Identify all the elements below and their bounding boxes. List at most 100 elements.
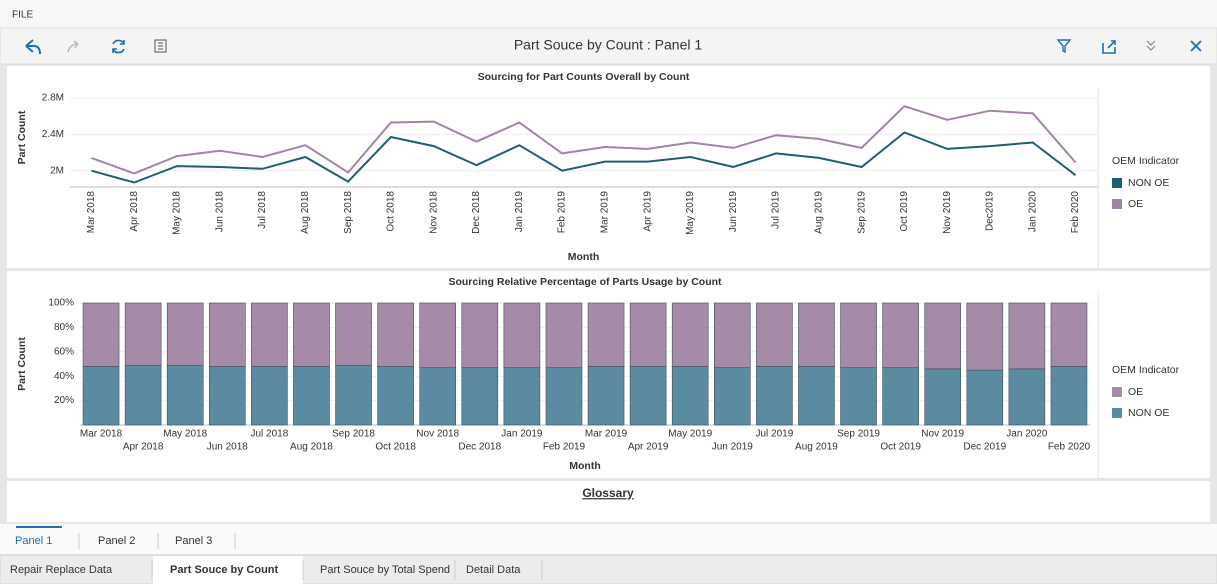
bar-segment [1008, 302, 1046, 370]
bar-segment [713, 367, 751, 426]
menu-bar [0, 0, 1217, 28]
bar-segment [251, 366, 288, 426]
bar-segment [1050, 366, 1088, 426]
x-axis-title: Month [569, 460, 601, 472]
x-tick-label: Sep 2019 [856, 191, 867, 234]
x-tick-label: Mar 2018 [80, 429, 123, 440]
bar-segment [419, 367, 457, 426]
undo-icon[interactable] [25, 39, 41, 55]
bar-segment [671, 366, 709, 426]
filter-icon[interactable] [1056, 39, 1072, 54]
bar-segment [882, 302, 919, 368]
x-tick-label: Oct 2019 [899, 191, 910, 232]
x-tick-label: May 2018 [163, 429, 207, 440]
bar-segment [924, 368, 962, 426]
bar-segment [629, 366, 667, 426]
bar-segment [798, 366, 835, 426]
list-icon-lines [158, 42, 163, 50]
x-tick-label: Oct 2019 [880, 442, 921, 453]
redo-icon[interactable] [67, 40, 79, 53]
x-tick-label: Nov 2018 [428, 191, 439, 234]
bar-segment [503, 367, 541, 426]
bar-segment [756, 302, 793, 367]
legend-label: OE [1128, 198, 1143, 210]
x-tick-label: Oct 2018 [386, 191, 397, 232]
bar-segment [208, 302, 246, 367]
x-tick-label: Nov 2019 [942, 191, 953, 234]
bar-segment [966, 369, 1004, 426]
y-tick-label: 20% [54, 395, 74, 406]
bar-segment [924, 302, 962, 370]
x-tick-label: Mar 2019 [600, 191, 611, 234]
menu-file[interactable]: FILE [12, 10, 33, 21]
x-tick-label: Aug 2018 [300, 191, 311, 234]
x-tick-label: Sep 2018 [332, 429, 375, 440]
y-tick-label: 80% [54, 322, 74, 333]
toolbar-title: Part Souce by Count : Panel 1 [514, 37, 703, 53]
x-tick-label: May 2019 [668, 429, 712, 440]
export-icon[interactable] [1102, 40, 1116, 54]
bar-segment [166, 364, 204, 426]
glossary-panel [7, 481, 1210, 522]
x-tick-label: Jan 2020 [1027, 191, 1038, 233]
line-series [91, 131, 1077, 184]
line-series [91, 105, 1077, 175]
list-icon[interactable] [154, 39, 167, 53]
x-tick-label: Mar 2018 [86, 191, 97, 234]
x-tick-label: May 2018 [172, 191, 183, 235]
x-tick-label: Jul 2018 [250, 429, 288, 440]
sheet-tab[interactable]: Part Souce by Count [170, 564, 279, 576]
x-tick-label: Jun 2018 [214, 191, 225, 233]
bar-segment [1008, 368, 1046, 426]
y-tick-label: 2M [50, 165, 64, 176]
bar-segment [377, 366, 414, 426]
bar-segment [1050, 302, 1088, 367]
x-tick-label: Sep 2018 [343, 191, 354, 234]
x-tick-label: Apr 2019 [628, 442, 669, 453]
bar-segment [713, 302, 751, 368]
panel-tab[interactable]: Panel 1 [15, 535, 52, 547]
bar-segment [587, 302, 625, 367]
bar-segment [166, 302, 204, 366]
y-tick-label: 2.4M [42, 129, 64, 140]
bar-segment [335, 302, 372, 366]
bar-segment [335, 364, 372, 426]
bar-segment [377, 302, 414, 367]
sheet-tab[interactable]: Detail Data [466, 564, 521, 576]
y-tick-label: 40% [54, 371, 74, 382]
chart-title: Sourcing Relative Percentage of Parts Us… [448, 276, 722, 288]
bar-segment [124, 364, 162, 426]
bar-segment [461, 302, 499, 368]
close-icon[interactable] [1190, 40, 1202, 52]
refresh-icon[interactable] [112, 39, 125, 54]
legend-swatch [1112, 178, 1122, 188]
x-tick-label: Aug 2019 [813, 191, 824, 234]
x-tick-label: Feb 2019 [543, 442, 586, 453]
x-axis-title: Month [568, 251, 600, 263]
x-tick-label: Nov 2018 [416, 429, 459, 440]
legend-label: NON OE [1128, 407, 1169, 419]
bar-segment [293, 302, 330, 367]
glossary-link[interactable]: Glossary [582, 486, 634, 500]
legend-title: OEM Indicator [1112, 155, 1180, 167]
legend-title: OEM Indicator [1112, 364, 1180, 376]
bar-segment [840, 367, 877, 426]
x-tick-label: Jan 2019 [501, 429, 543, 440]
sheet-tab[interactable]: Part Souce by Total Spend [320, 564, 450, 576]
x-tick-label: Oct 2018 [375, 442, 416, 453]
panel-tab[interactable]: Panel 2 [98, 535, 135, 547]
collapse-icon[interactable] [1146, 40, 1156, 51]
bar-segment [756, 366, 793, 426]
x-tick-label: Jun 2018 [207, 442, 249, 453]
sheet-tab[interactable]: Repair Replace Data [10, 564, 113, 576]
x-tick-label: Apr 2018 [129, 191, 140, 232]
legend-label: NON OE [1128, 177, 1169, 189]
y-tick-label: 2.8M [42, 93, 64, 104]
y-axis-title: Part Count [16, 337, 28, 391]
x-tick-label: Feb 2020 [1070, 191, 1081, 234]
active-sheet-tab [153, 556, 303, 584]
panel-tab-bar [0, 524, 1217, 554]
panel-tab[interactable]: Panel 3 [175, 535, 212, 547]
bar-segment [251, 302, 288, 367]
y-tick-label: 60% [54, 346, 74, 357]
